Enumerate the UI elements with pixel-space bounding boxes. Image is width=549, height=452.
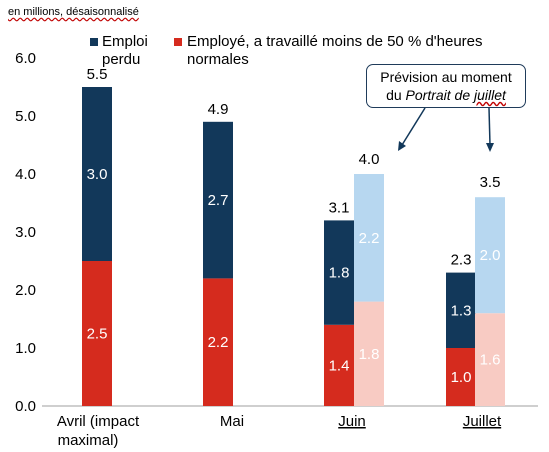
data-label-lost: 1.3 (451, 302, 472, 319)
x-tick-label-avril: Avril (impact (57, 413, 140, 430)
callout-italic-a: Portrait de (405, 87, 475, 103)
x-tick-label: Mai (220, 413, 244, 430)
data-label-lost: 2.7 (208, 192, 229, 209)
total-label: 2.3 (451, 252, 472, 269)
forecast-bar-reduced-hours (354, 301, 384, 406)
y-tick-label: 1.0 (15, 340, 36, 357)
callout-prefix: du (386, 87, 406, 103)
callout-italic-b: juillet (474, 87, 506, 103)
forecast-callout: Prévision au moment du Portrait de juill… (366, 64, 526, 108)
forecast-total-label: 4.0 (359, 151, 380, 168)
y-tick-label: 0.0 (15, 398, 36, 415)
data-label-lost: 3.0 (87, 166, 108, 183)
callout-arrow-juin (401, 107, 426, 146)
legend-label-lost: Emploi perdu (102, 33, 148, 68)
legend-label-reduced: Employé, a travaillé moins de 50 % d'heu… (187, 33, 483, 68)
x-tick-label: Juin (338, 413, 366, 430)
callout-line-2: du Portrait de juillet (367, 86, 525, 104)
bar-reduced-hours (324, 324, 354, 406)
data-label-reduced: 2.5 (87, 326, 108, 343)
bar-job-lost (203, 121, 233, 279)
x-tick-label-avril-2: maximal) (58, 432, 119, 449)
legend-item-lost: Emploi perdu (90, 33, 170, 69)
bar-reduced-hours (203, 278, 233, 406)
total-label: 3.1 (329, 199, 350, 216)
data-label-lost: 1.8 (329, 265, 350, 282)
data-label-reduced: 2.2 (208, 334, 229, 351)
bar-job-lost (82, 87, 112, 261)
forecast-bar-job-lost (475, 197, 505, 314)
y-tick-label: 2.0 (15, 282, 36, 299)
legend-swatch-reduced (174, 38, 182, 46)
unit-label: en millions, désaisonnalisé (8, 6, 139, 18)
y-tick-label: 4.0 (15, 166, 36, 183)
y-tick-label: 5.0 (15, 108, 36, 125)
bar-reduced-hours (446, 348, 476, 406)
bar-reduced-hours (82, 261, 112, 406)
bar-job-lost (324, 220, 354, 325)
callout-arrowhead-juin (398, 141, 406, 151)
x-tick-label: Juillet (463, 413, 502, 430)
data-label-reduced: 1.4 (329, 357, 350, 374)
data-label-reduced: 1.0 (451, 369, 472, 386)
forecast-total-label: 3.5 (480, 174, 501, 191)
total-label: 4.9 (208, 101, 229, 118)
bar-job-lost (446, 272, 476, 348)
forecast-label-lost: 2.0 (480, 247, 501, 264)
y-tick-label: 3.0 (15, 224, 36, 241)
forecast-bar-reduced-hours (475, 313, 505, 406)
forecast-label-lost: 2.2 (359, 230, 380, 247)
legend-item-reduced: Employé, a travaillé moins de 50 % d'heu… (174, 33, 504, 69)
total-label: 5.5 (87, 66, 108, 83)
callout-arrow-juillet (488, 107, 491, 146)
forecast-label-reduced: 1.6 (480, 352, 501, 369)
legend-swatch-lost (90, 38, 98, 46)
callout-line-1: Prévision au moment (380, 69, 512, 85)
y-tick-label: 6.0 (15, 50, 36, 67)
forecast-bar-job-lost (354, 174, 384, 302)
callout-arrowhead-juillet (486, 143, 494, 152)
forecast-label-reduced: 1.8 (359, 346, 380, 363)
